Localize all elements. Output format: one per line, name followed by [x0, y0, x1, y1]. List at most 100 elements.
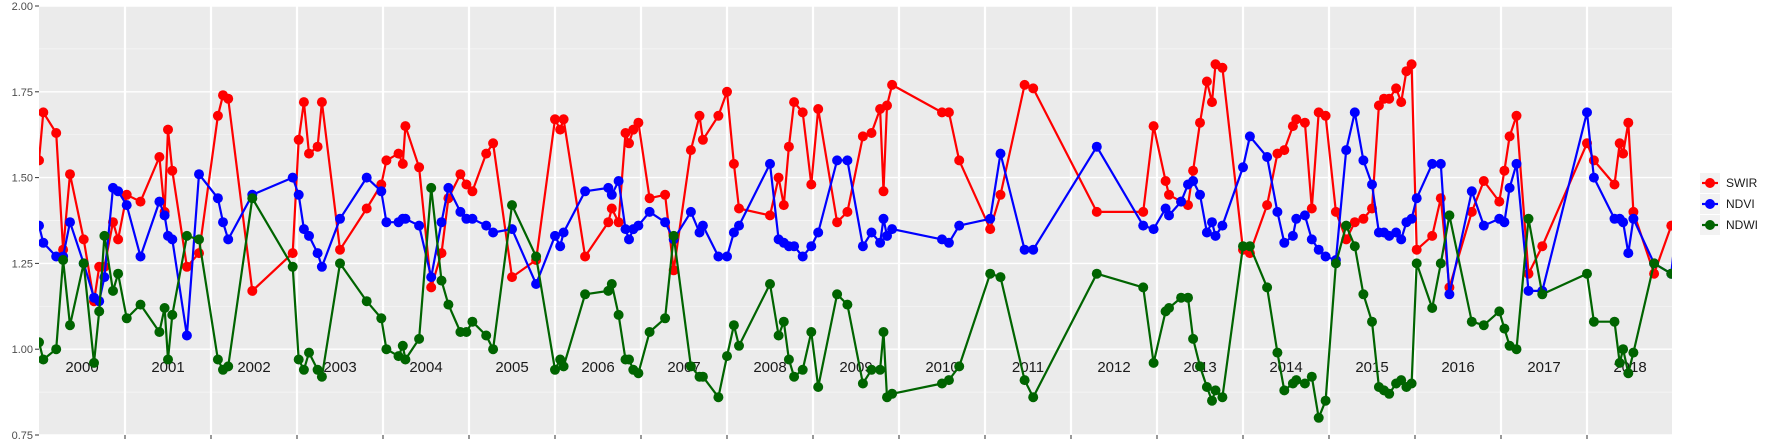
data-point-swir — [773, 172, 784, 183]
data-point-ndvi — [624, 234, 634, 245]
data-point-swir — [728, 158, 739, 169]
data-point-swir — [842, 206, 853, 217]
data-point-ndwi — [606, 279, 617, 289]
data-point-ndwi — [1183, 292, 1193, 303]
data-point-ndwi — [1148, 357, 1159, 368]
data-point-ndvi — [1291, 213, 1302, 224]
data-point-swir — [1349, 217, 1360, 228]
data-point-swir — [550, 114, 560, 125]
data-point-swir — [778, 200, 789, 211]
data-point-ndwi — [167, 309, 178, 320]
data-point-swir — [312, 141, 323, 152]
data-point-ndvi — [1349, 107, 1360, 118]
data-point-ndvi — [1618, 217, 1629, 228]
data-point-ndvi — [866, 227, 877, 238]
data-point-ndwi — [1649, 258, 1660, 269]
data-point-ndvi — [293, 189, 304, 200]
data-point-swir — [223, 93, 234, 104]
data-point-ndwi — [94, 306, 105, 317]
data-point-ndwi — [1244, 241, 1255, 252]
data-point-ndwi — [773, 330, 784, 341]
data-point-ndwi — [1210, 385, 1221, 396]
data-point-ndwi — [400, 354, 411, 365]
data-point-ndvi — [797, 251, 808, 262]
data-point-swir — [624, 138, 634, 149]
data-point-ndwi — [875, 364, 886, 375]
data-point-swir — [1391, 83, 1402, 94]
data-point-ndvi — [1138, 220, 1149, 231]
data-point-ndvi — [1262, 152, 1273, 162]
data-point-swir — [293, 134, 304, 145]
y-tick-label: 1.00 — [12, 344, 33, 356]
data-point-ndvi — [154, 196, 165, 207]
data-point-swir — [1164, 189, 1174, 200]
data-point-ndvi — [1396, 234, 1407, 245]
data-point-ndwi — [985, 268, 996, 279]
data-point-swir — [1466, 206, 1477, 217]
year-label: 2008 — [753, 359, 786, 376]
data-point-ndwi — [51, 344, 62, 355]
year-labels: 2000 2001 2002 2003 2004 2005 2006 2007 2008 2009… — [65, 359, 1646, 376]
data-point-ndwi — [887, 388, 898, 399]
legend-label: NDWI — [1726, 218, 1758, 232]
series-layer — [39, 59, 1716, 423]
data-point-ndvi — [488, 227, 499, 238]
data-point-ndvi — [361, 172, 372, 183]
data-point-swir — [1537, 241, 1548, 252]
data-point-ndvi — [878, 213, 889, 224]
data-point-ndvi — [223, 234, 234, 245]
data-point-ndvi — [65, 217, 75, 228]
year-label: 2011 — [1012, 359, 1044, 376]
data-point-ndvi — [1306, 234, 1317, 245]
data-point-swir — [985, 224, 996, 235]
data-point-ndvi — [1706, 248, 1716, 258]
series-ndvi — [39, 107, 1716, 341]
data-point-ndvi — [1320, 251, 1331, 262]
data-point-swir — [1478, 176, 1489, 186]
data-point-swir — [1406, 59, 1417, 70]
y-tick-label: 2.00 — [12, 1, 33, 13]
data-point-ndwi — [1435, 258, 1446, 269]
data-point-swir — [135, 196, 146, 207]
data-point-ndwi — [65, 320, 75, 331]
data-point-swir — [580, 251, 591, 262]
data-point-swir — [722, 86, 732, 97]
data-point-ndwi — [163, 354, 173, 365]
data-point-ndwi — [135, 299, 146, 310]
data-point-swir — [783, 141, 794, 152]
data-point-ndwi — [1341, 220, 1352, 231]
data-point-swir — [1609, 179, 1620, 190]
data-point-ndwi — [832, 289, 843, 300]
data-point-swir — [1411, 244, 1422, 255]
data-point-ndvi — [1238, 162, 1248, 173]
data-point-ndvi — [943, 237, 954, 248]
data-point-swir — [697, 134, 708, 145]
data-point-ndwi — [813, 382, 824, 392]
data-point-swir — [507, 272, 517, 283]
data-point-ndwi — [1609, 316, 1620, 327]
year-label: 2001 — [151, 359, 184, 376]
data-point-ndwi — [194, 234, 204, 245]
data-point-swir — [1160, 176, 1171, 186]
data-point-ndwi — [381, 344, 392, 355]
data-point-ndvi — [1367, 179, 1377, 190]
data-point-ndwi — [1523, 213, 1534, 224]
data-point-ndwi — [488, 344, 499, 355]
data-point-swir — [163, 124, 173, 135]
data-point-ndwi — [722, 351, 732, 362]
year-label: 2009 — [839, 359, 872, 376]
data-point-ndvi — [1091, 141, 1102, 152]
data-point-swir — [397, 158, 408, 169]
data-point-ndvi — [954, 220, 965, 231]
data-point-ndvi — [1299, 210, 1310, 221]
data-point-ndwi — [1406, 378, 1417, 389]
data-point-ndwi — [857, 378, 868, 389]
data-point-ndvi — [1341, 145, 1352, 156]
data-point-ndwi — [89, 357, 99, 368]
year-label: 2003 — [323, 359, 356, 376]
data-point-ndwi — [558, 361, 569, 372]
data-point-swir — [943, 107, 954, 118]
data-point-ndwi — [1299, 378, 1310, 389]
data-point-swir — [765, 210, 775, 221]
data-point-ndvi — [887, 224, 898, 235]
